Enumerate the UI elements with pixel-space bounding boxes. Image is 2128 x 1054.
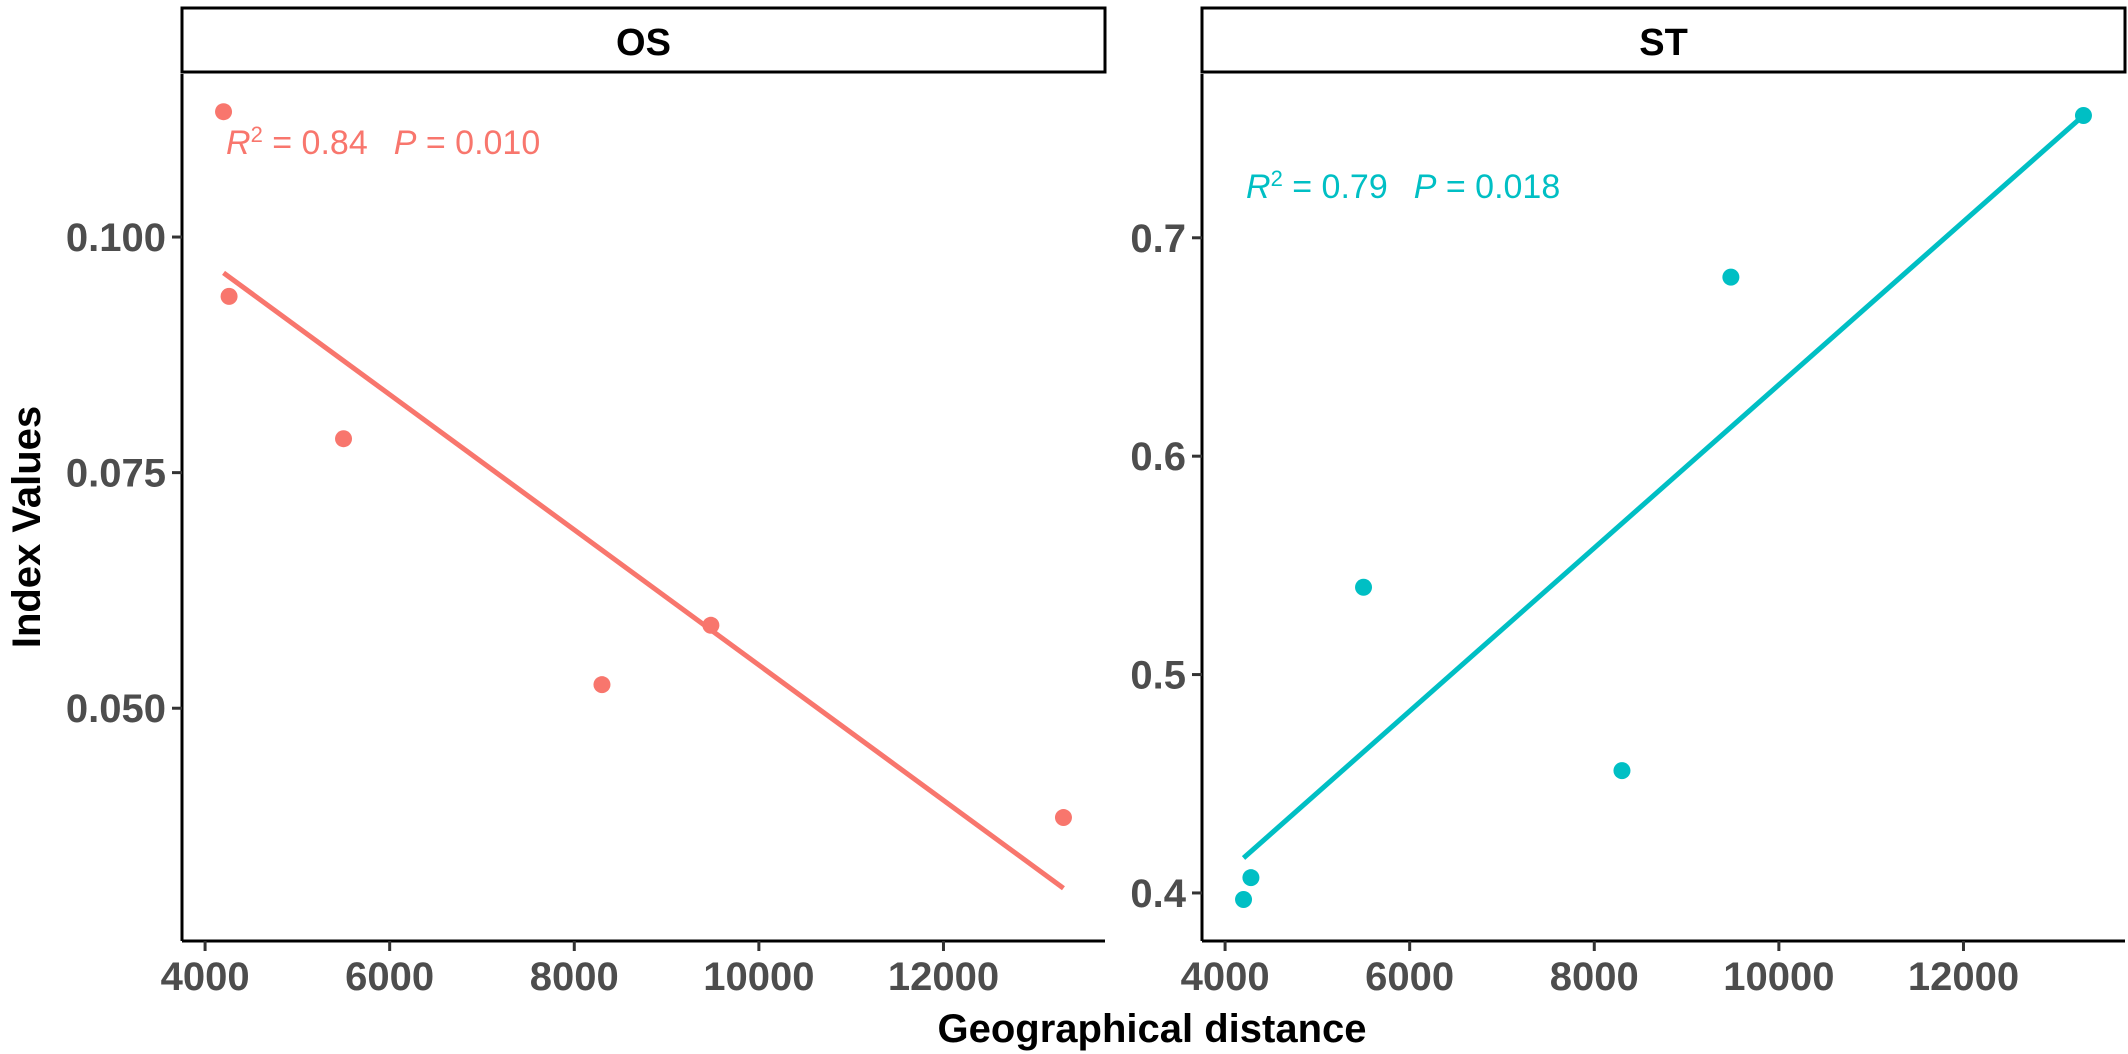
r2-symbol: R [226, 124, 251, 162]
data-point [335, 430, 353, 448]
strip-header [1200, 6, 2127, 74]
p-value: = 0.018 [1436, 168, 1560, 206]
panels: OS 4000 6000 8000 10000 12000 0.050 0.075 0.100 R… [66, 6, 2127, 999]
r2-superscript: 2 [251, 122, 263, 147]
data-point [220, 287, 238, 305]
p-symbol: P [1414, 168, 1437, 206]
x-tick-label: 10000 [1723, 955, 1834, 999]
r2-value: = 0.84 [263, 124, 368, 162]
data-point [2074, 106, 2092, 124]
data-point [1722, 268, 1740, 286]
fit-annotation: R2 = 0.84 P = 0.010 [226, 122, 540, 163]
y-tick-label: 0.050 [66, 687, 166, 731]
x-tick-label: 6000 [345, 955, 434, 999]
r2-value: = 0.79 [1283, 168, 1388, 206]
data-point [1054, 809, 1072, 827]
strip-header [180, 6, 1107, 74]
r2-superscript: 2 [1271, 166, 1283, 191]
data-point [1613, 762, 1631, 780]
y-tick-label: 0.6 [1130, 435, 1186, 479]
y-tick-label: 0.100 [66, 216, 166, 260]
x-axis-title: Geographical distance [937, 1007, 1366, 1051]
r2-symbol: R [1246, 168, 1271, 206]
panel-os: OS 4000 6000 8000 10000 12000 0.050 0.075 0.100 R… [66, 6, 1107, 999]
data-point [1235, 891, 1253, 909]
data-point [593, 676, 611, 694]
data-point [1355, 578, 1373, 596]
y-tick-label: 0.7 [1130, 217, 1186, 261]
data-point [702, 616, 720, 634]
data-point [215, 103, 233, 121]
x-tick-label: 6000 [1365, 955, 1454, 999]
x-tick-label: 8000 [530, 955, 619, 999]
x-tick-label: 10000 [703, 955, 814, 999]
regression-line [222, 270, 1065, 891]
x-tick-label: 8000 [1550, 955, 1639, 999]
strip-label: OS [616, 22, 671, 64]
data-point [1242, 869, 1260, 887]
y-axis-title: Index Values [5, 406, 49, 648]
strip-label: ST [1639, 22, 1688, 64]
fit-annotation: R2 = 0.79 P = 0.018 [1246, 166, 1560, 207]
p-value: = 0.010 [416, 124, 540, 162]
x-tick-label: 4000 [161, 955, 250, 999]
panel-st: ST 4000 6000 8000 10000 12000 0.4 0.5 0.6 0.7 R2 =… [1130, 6, 2127, 999]
regression-line [1241, 113, 2086, 860]
x-tick-label: 4000 [1181, 955, 1270, 999]
y-tick-label: 0.5 [1130, 654, 1186, 698]
x-tick-label: 12000 [1908, 955, 2019, 999]
p-symbol: P [394, 124, 417, 162]
y-tick-label: 0.4 [1130, 872, 1186, 916]
x-tick-label: 12000 [888, 955, 999, 999]
y-tick-label: 0.075 [66, 452, 166, 496]
